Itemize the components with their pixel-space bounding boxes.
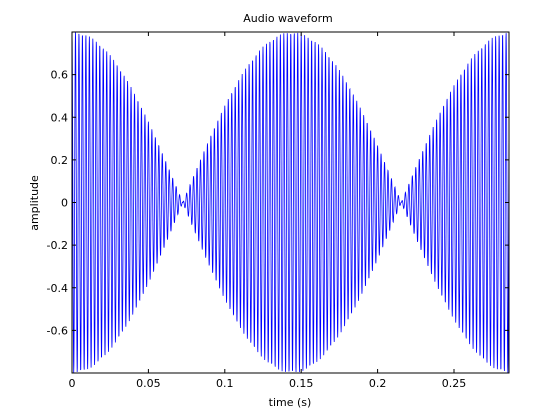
- x-axis: 0 0.05 0.1 0.15 0.2 0.25: [69, 32, 467, 390]
- plot-area: [71, 31, 510, 374]
- x-tick-label: 0.05: [136, 377, 161, 390]
- x-tick-label: 0.2: [369, 377, 387, 390]
- x-tick-label: 0.1: [216, 377, 234, 390]
- chart-title: Audio waveform: [243, 12, 332, 25]
- y-axis: -0.6 -0.4 -0.2 0 0.2 0.4 0.6: [47, 69, 509, 337]
- y-axis-label: amplitude: [28, 175, 41, 231]
- y-tick-label: -0.4: [47, 282, 68, 295]
- x-tick-label: 0.25: [442, 377, 467, 390]
- y-tick-label: -0.2: [47, 239, 68, 252]
- x-tick-label: 0.15: [289, 377, 314, 390]
- x-axis-label: time (s): [269, 396, 312, 409]
- waveform-line: [72, 32, 509, 373]
- y-tick-label: 0.6: [51, 69, 69, 82]
- y-tick-label: -0.6: [47, 324, 68, 337]
- y-tick-label: 0.2: [51, 154, 69, 167]
- y-tick-label: 0.4: [51, 111, 69, 124]
- x-tick-label: 0: [69, 377, 76, 390]
- y-tick-label: 0: [61, 197, 68, 210]
